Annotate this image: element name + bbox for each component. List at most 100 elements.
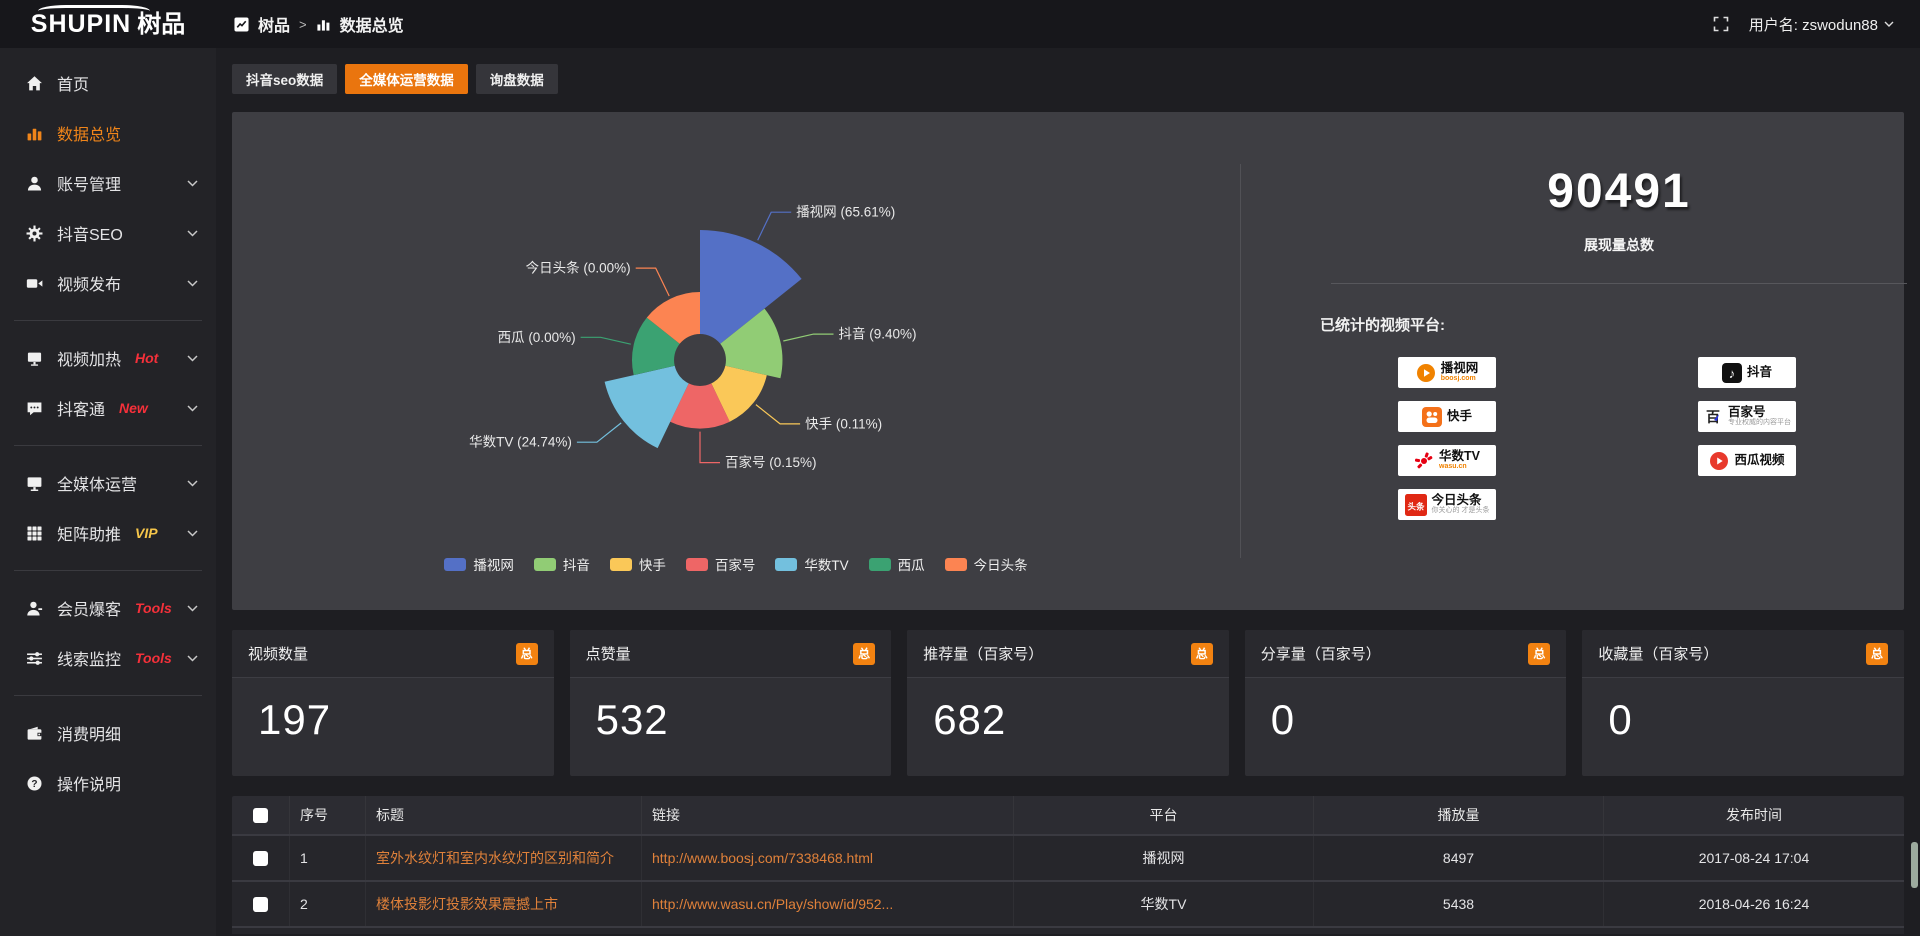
sidebar-item-video-publish[interactable]: 视频发布	[0, 258, 216, 308]
table-row: 1 室外水纹灯和室内水纹灯的区别和简介 http://www.boosj.com/7…	[232, 834, 1904, 880]
chart-panel: 播视网 (65.61%) 抖音 (9.40%) 快手 (0.11%) 百家号 (0.1…	[232, 112, 1908, 610]
cell-plays: 5438	[1314, 882, 1604, 926]
toutiao-logo-icon: 头条	[1404, 493, 1427, 516]
legend-item-快手[interactable]: 快手	[609, 554, 666, 574]
tab-omnimedia-data[interactable]: 全媒体运营数据	[345, 64, 468, 94]
row-checkbox-cell	[232, 882, 290, 926]
cell-title-link[interactable]: 楼体投影灯投影效果震撼上市	[376, 896, 558, 912]
sidebar-item-data-overview[interactable]: 数据总览	[0, 108, 216, 158]
pie-label: 西瓜 (0.00%)	[498, 330, 576, 345]
stat-card-title: 分享量（百家号）	[1260, 646, 1381, 663]
chevron-down-icon	[187, 654, 198, 662]
chevron-down-icon	[187, 229, 198, 237]
stat-card-value: 0	[1608, 696, 1633, 743]
legend-item-西瓜[interactable]: 西瓜	[868, 554, 925, 574]
platform-subtext: wasu.cn	[1439, 463, 1467, 471]
sidebar-item-label: 数据总览	[57, 127, 122, 144]
bar-chart-icon	[26, 125, 43, 142]
pie-label-line	[783, 333, 834, 342]
pie-label-line	[580, 336, 631, 345]
wallet-icon	[26, 725, 43, 742]
trend-icon	[234, 16, 249, 32]
platform-badges: 播视网 boosj.com ♪ 抖音 快手 百百家号 专业权威的内容平台 华数TV wasu.c…	[1398, 357, 1920, 520]
platform-badge-xigua: 西瓜视频	[1698, 445, 1796, 476]
chevron-down-icon	[187, 354, 198, 362]
legend-item-百家号[interactable]: 百家号	[685, 554, 756, 574]
scrollbar-thumb[interactable]	[1911, 842, 1918, 888]
tab-douyin-seo-data[interactable]: 抖音seo数据	[232, 64, 338, 94]
tab-inquiry-data[interactable]: 询盘数据	[475, 64, 558, 94]
legend-item-华数TV[interactable]: 华数TV	[775, 554, 849, 574]
stat-card-value: 682	[933, 696, 1007, 743]
breadcrumb-current[interactable]: 数据总览	[339, 18, 404, 35]
stat-card-value: 532	[595, 696, 669, 743]
legend-item-今日头条[interactable]: 今日头条	[944, 554, 1028, 574]
sidebar-item-tag: Hot	[135, 350, 159, 366]
stat-card-title: 推荐量（百家号）	[923, 646, 1044, 663]
sidebar-item-home[interactable]: 首页	[0, 58, 216, 108]
sidebar-item-video-heat[interactable]: 视频加热 Hot	[0, 333, 216, 383]
user-menu[interactable]: 用户名: zswodun88	[1749, 14, 1894, 35]
platform-subtext: 你关心的 才是头条	[1431, 507, 1490, 515]
legend-item-播视网[interactable]: 播视网	[444, 554, 514, 574]
cell-title-link[interactable]: 室外水纹灯和室内水纹灯的区别和简介	[376, 850, 614, 866]
total-badge: 总	[853, 642, 876, 665]
tab-bar: 抖音seo数据 全媒体运营数据 询盘数据	[232, 64, 1904, 94]
cell-plays: 8497	[1314, 836, 1604, 880]
cell-url-link[interactable]: http://www.wasu.cn/Play/show/id/952...	[652, 896, 894, 912]
sidebar-item-douyin-seo[interactable]: 抖音SEO	[0, 208, 216, 258]
col-header-time: 发布时间	[1726, 807, 1782, 823]
sidebar-item-label: 视频加热	[57, 352, 122, 369]
comment-icon	[26, 400, 43, 417]
legend-label: 播视网	[473, 558, 514, 573]
chevron-down-icon	[187, 404, 198, 412]
svg-text:头条: 头条	[1407, 501, 1425, 511]
platform-name: 今日头条	[1431, 492, 1482, 507]
logo-arc	[38, 5, 150, 17]
sidebar-item-account-manage[interactable]: 账号管理	[0, 158, 216, 208]
cell-url-link[interactable]: http://www.boosj.com/7338468.html	[652, 850, 874, 866]
sidebar-item-matrix-boost[interactable]: 矩阵助推 VIP	[0, 508, 216, 558]
platform-name: 播视网	[1440, 360, 1479, 375]
sidebar-item-label: 全媒体运营	[57, 477, 138, 494]
sidebar-item-omnimedia-operation[interactable]: 全媒体运营	[0, 458, 216, 508]
stat-card-header: 分享量（百家号） 总	[1244, 630, 1567, 678]
sidebar-item-douketong[interactable]: 抖客通 New	[0, 383, 216, 433]
legend-item-抖音[interactable]: 抖音	[533, 554, 590, 574]
header-right: 用户名: zswodun88	[1713, 14, 1920, 35]
sidebar-divider	[14, 445, 202, 446]
sidebar-item-operation-guide[interactable]: ? 操作说明	[0, 758, 216, 808]
sidebar-item-label: 账号管理	[57, 177, 122, 194]
sidebar-item-label: 操作说明	[57, 777, 122, 794]
legend-label: 华数TV	[804, 558, 849, 573]
main-content: 抖音seo数据 全媒体运营数据 询盘数据 播视网 (65.61%) 抖音 (9.40%…	[216, 48, 1920, 936]
bar-chart-icon	[316, 17, 331, 32]
platform-subtext: 专业权威的内容平台	[1728, 419, 1791, 427]
sidebar-item-clue-monitor[interactable]: 线索监控 Tools	[0, 633, 216, 683]
pie-label-line	[635, 267, 670, 297]
pie-label: 华数TV (24.74%)	[469, 435, 572, 450]
legend-swatch	[685, 557, 708, 571]
breadcrumb-separator: >	[299, 16, 307, 32]
divider	[1330, 283, 1908, 284]
row-checkbox[interactable]	[253, 896, 268, 912]
select-all-checkbox[interactable]	[253, 807, 268, 823]
platform-badge-boosj: 播视网 boosj.com	[1398, 357, 1496, 388]
row-checkbox[interactable]	[253, 850, 268, 866]
sidebar-item-label: 视频发布	[57, 277, 122, 294]
fullscreen-icon[interactable]	[1713, 16, 1729, 32]
total-impressions-label: 展现量总数	[1584, 237, 1654, 253]
total-badge: 总	[1190, 642, 1213, 665]
chevron-down-icon	[187, 479, 198, 487]
platform-badge-baijiahao: 百百家号 专业权威的内容平台	[1698, 401, 1796, 432]
sidebar-item-label: 矩阵助推	[57, 527, 122, 544]
legend-label: 百家号	[714, 558, 756, 573]
screen-icon	[26, 350, 43, 367]
sidebar-item-consume-detail[interactable]: 消费明细	[0, 708, 216, 758]
sidebar-item-member-baoke[interactable]: 会员爆客 Tools	[0, 583, 216, 633]
pie-label-line	[757, 211, 792, 241]
breadcrumb-root[interactable]: 树品	[258, 18, 291, 35]
pie-slice-快手	[711, 365, 767, 422]
cell-time: 2017-08-24 17:04	[1698, 850, 1810, 866]
stat-card-0: 视频数量 总 197	[232, 630, 554, 776]
